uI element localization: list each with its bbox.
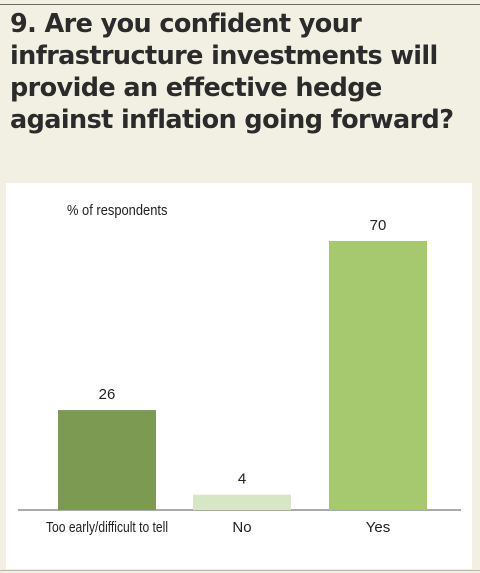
y-axis-unit-label: % of respondents	[67, 202, 168, 219]
bar-0	[58, 410, 156, 510]
data-label-1: 4	[238, 471, 246, 488]
category-label-0: Too early/difficult to tell	[46, 519, 168, 536]
category-label-2: Yes	[366, 519, 390, 536]
question-title: 9. Are you confident your infrastructure…	[10, 9, 454, 135]
data-label-2: 70	[370, 217, 387, 234]
bar-chart: 26 Too early/difficult to tell 4 No 70 Yes	[18, 217, 461, 536]
bottom-rule	[0, 570, 480, 571]
bar-1	[193, 494, 291, 510]
top-rule	[0, 4, 480, 5]
data-label-0: 26	[99, 386, 116, 403]
chart-panel: % of respondents 26 Too early/difficult t…	[6, 183, 472, 569]
category-label-1: No	[232, 519, 251, 536]
bar-2	[329, 241, 427, 510]
